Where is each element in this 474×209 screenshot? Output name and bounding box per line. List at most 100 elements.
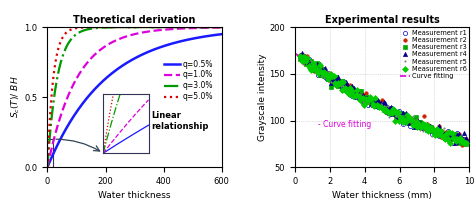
- Measurement r3: [343, 86, 349, 89]
- Measurement r3: [429, 129, 435, 131]
- q=1.0%: [214, 26, 219, 29]
- Curve fitting: [402, 117, 408, 119]
- q=1.0%: [125, 35, 130, 37]
- Curve fitting: [349, 90, 355, 92]
- Measurement r2: [457, 137, 463, 139]
- Measurement r2: [297, 54, 303, 56]
- Measurement r6: [297, 55, 303, 57]
- q=1.0%: [54, 129, 59, 131]
- Curve fitting: [466, 142, 472, 144]
- Measurement r6: [428, 127, 434, 129]
- q=3.0%: [45, 166, 50, 168]
- Line: q=1.0%: q=1.0%: [47, 28, 222, 167]
- Measurement r4: [463, 137, 469, 139]
- Measurement r5: [428, 126, 434, 128]
- Curve fitting: [361, 97, 367, 99]
- q=1.0%: [219, 26, 225, 29]
- Measurement r4: [334, 79, 339, 81]
- Measurement r4: [299, 52, 304, 55]
- Measurement r6: [342, 87, 347, 89]
- Measurement r3: [334, 76, 339, 79]
- Measurement r2: [459, 144, 465, 147]
- q=3.0%: [129, 26, 135, 28]
- X-axis label: Water thickness: Water thickness: [98, 191, 171, 200]
- Line: q=3.0%: q=3.0%: [47, 27, 222, 167]
- Bar: [47, 139, 53, 167]
- q=0.5%: [214, 33, 219, 36]
- q=5.0%: [214, 26, 219, 28]
- Measurement r5: [457, 140, 463, 143]
- q=1.0%: [129, 33, 135, 36]
- Measurement r2: [332, 77, 338, 80]
- Line: q=0.5%: q=0.5%: [47, 34, 222, 167]
- Measurement r5: [389, 109, 395, 112]
- q=3.0%: [214, 26, 219, 28]
- Title: Experimental results: Experimental results: [325, 15, 439, 25]
- Measurement r6: [411, 123, 417, 125]
- q=3.0%: [125, 26, 130, 28]
- Line: Measurement r3: Measurement r3: [299, 56, 467, 146]
- Measurement r3: [297, 58, 303, 61]
- Measurement r1: [342, 86, 347, 88]
- q=0.5%: [125, 61, 130, 64]
- Line: Curve fitting: Curve fitting: [295, 53, 469, 143]
- Legend: Measurement r1, Measurement r2, Measurement r3, Measurement r4, Measurement r5, : Measurement r1, Measurement r2, Measurem…: [400, 29, 467, 80]
- q=1.0%: [214, 26, 219, 29]
- q=3.0%: [214, 26, 219, 28]
- Measurement r5: [297, 56, 303, 59]
- Measurement r1: [457, 138, 463, 140]
- q=5.0%: [45, 166, 50, 168]
- Measurement r2: [411, 118, 417, 120]
- q=1.0%: [45, 166, 50, 168]
- q=0.5%: [214, 33, 219, 36]
- Curve fitting: [292, 52, 298, 55]
- Y-axis label: $S_c$($T$)/ $BH$: $S_c$($T$)/ $BH$: [9, 76, 22, 119]
- q=0.5%: [182, 39, 188, 42]
- q=5.0%: [219, 26, 225, 28]
- q=5.0%: [214, 26, 219, 28]
- Measurement r3: [463, 143, 469, 145]
- Measurement r1: [428, 129, 434, 131]
- Measurement r6: [463, 141, 469, 144]
- Measurement r5: [463, 140, 469, 142]
- Measurement r2: [428, 128, 434, 131]
- q=5.0%: [54, 56, 59, 59]
- q=3.0%: [182, 26, 188, 28]
- Measurement r5: [460, 142, 466, 145]
- Measurement r2: [342, 87, 347, 89]
- Measurement r4: [452, 142, 457, 144]
- Measurement r3: [300, 57, 306, 59]
- Curve fitting: [418, 124, 424, 126]
- Curve fitting: [419, 124, 425, 127]
- Measurement r5: [332, 81, 338, 83]
- Measurement r4: [460, 138, 466, 140]
- q=1.0%: [182, 27, 188, 30]
- Measurement r1: [389, 111, 395, 114]
- q=3.0%: [219, 26, 225, 28]
- q=0.5%: [45, 166, 50, 168]
- Curve fitting: [313, 67, 319, 70]
- Line: q=5.0%: q=5.0%: [47, 27, 222, 167]
- Measurement r4: [413, 121, 419, 124]
- Measurement r1: [460, 143, 466, 145]
- Measurement r1: [297, 55, 303, 57]
- Line: Measurement r2: Measurement r2: [299, 53, 467, 147]
- Measurement r2: [389, 109, 395, 112]
- Measurement r4: [391, 109, 396, 111]
- Measurement r2: [463, 138, 469, 140]
- Measurement r6: [332, 82, 338, 84]
- Measurement r6: [462, 142, 467, 144]
- Title: Theoretical derivation: Theoretical derivation: [73, 15, 196, 25]
- Measurement r5: [342, 86, 347, 89]
- q=5.0%: [129, 26, 135, 28]
- Measurement r4: [343, 81, 349, 83]
- q=5.0%: [182, 26, 188, 28]
- q=0.5%: [54, 146, 59, 149]
- q=3.0%: [54, 82, 59, 84]
- Measurement r6: [457, 136, 463, 139]
- q=0.5%: [219, 33, 225, 35]
- X-axis label: Water thickness (mm): Water thickness (mm): [332, 191, 432, 200]
- Measurement r3: [391, 113, 396, 116]
- Measurement r5: [411, 119, 417, 121]
- Legend: q=0.5%, q=1.0%, q=3.0%, q=5.0%: q=0.5%, q=1.0%, q=3.0%, q=5.0%: [161, 56, 216, 104]
